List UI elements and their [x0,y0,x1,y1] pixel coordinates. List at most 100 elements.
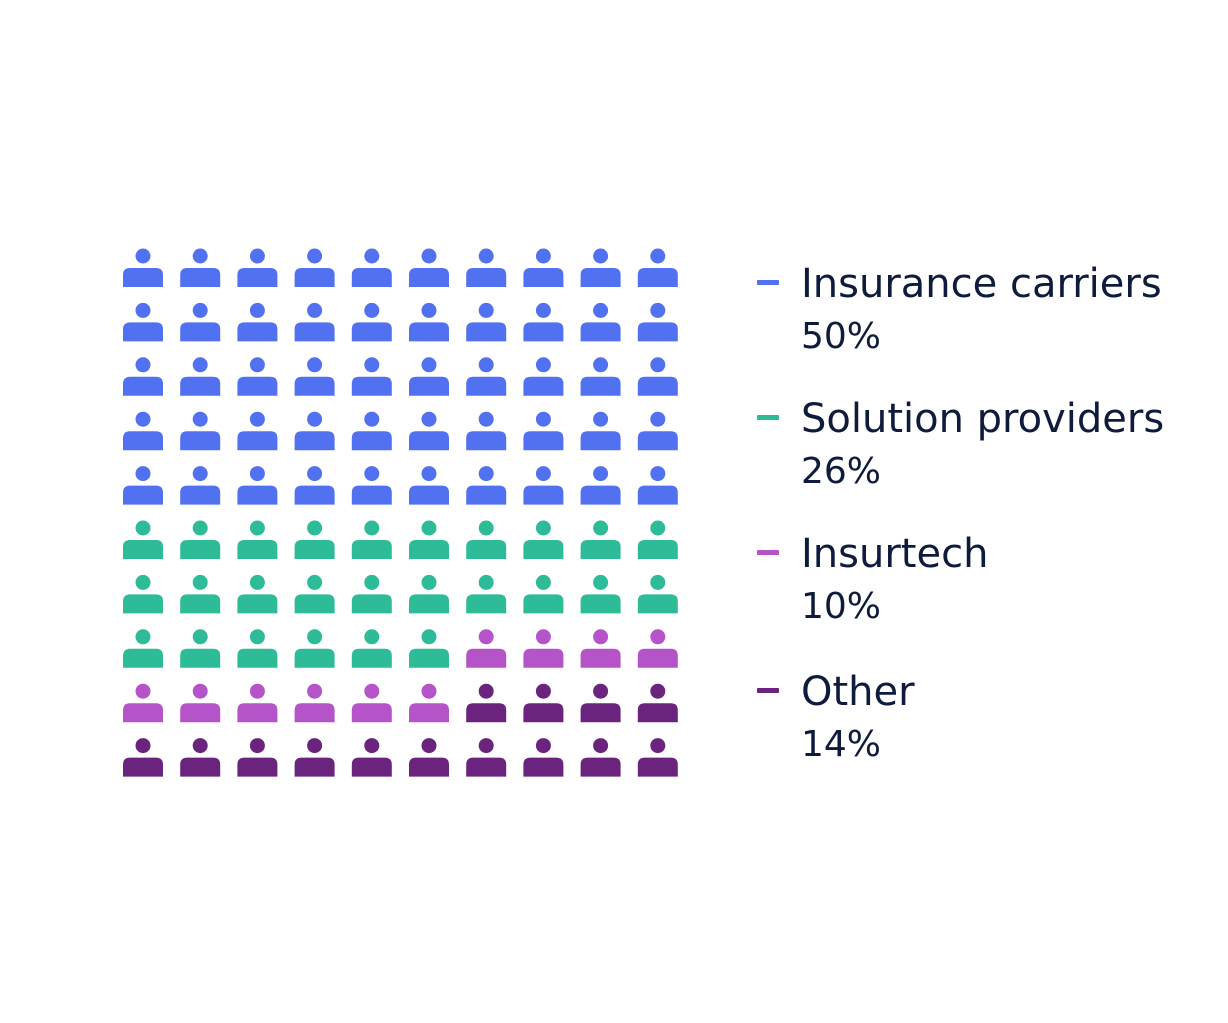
person-icon [237,357,278,396]
person-head [593,302,609,318]
person-icon [351,302,392,342]
person-body [237,648,278,668]
person-body [409,322,449,342]
legend: Insurance carriers 50% Solution providers 2… [757,258,1217,801]
person-head [478,629,494,645]
person-icon [180,683,221,723]
person-head [535,520,551,536]
person-icon [409,574,449,614]
person-icon [466,520,507,559]
person-body [123,703,163,723]
person-head [593,738,609,754]
person-body [580,648,621,668]
person-body [237,757,278,777]
person-head [535,248,551,264]
person-head [192,520,208,536]
person-body [351,376,392,396]
person-head [249,629,265,645]
person-head [307,302,323,318]
person-icon [351,357,392,396]
person-head [478,411,494,427]
person-body [409,376,449,396]
person-head [192,302,208,318]
person-head [478,357,494,373]
person-body [351,648,392,668]
person-icon [294,683,335,723]
person-icon [180,466,221,505]
person-icon [351,248,392,287]
person-icon [180,411,221,451]
person-icon [180,357,221,396]
person-body [466,757,507,777]
person-head [364,629,380,645]
person-icon [523,357,564,396]
person-icon [580,574,621,614]
person-icon [580,466,621,505]
person-icon [294,302,335,342]
person-head [249,357,265,373]
person-icon [409,738,449,777]
person-icon [580,357,621,396]
person-head [307,411,323,427]
legend-value: 50% [801,316,882,357]
person-icon [294,357,335,396]
person-icon [409,520,449,559]
person-icon [351,520,392,559]
person-icon [180,302,221,342]
person-icon [523,520,564,559]
person-icon [409,357,449,396]
person-head [650,466,666,482]
person-head [421,466,437,482]
person-head [307,248,323,264]
person-head [364,411,380,427]
person-head [307,466,323,482]
person-head [135,357,151,373]
person-head [249,466,265,482]
person-body [237,540,278,559]
person-icon [237,520,278,559]
person-icon [409,683,449,723]
person-icon [637,520,678,559]
person-head [593,629,609,645]
person-head [421,574,437,590]
person-head [421,411,437,427]
person-body [123,431,163,451]
person-body [351,540,392,559]
person-icon [637,738,678,777]
person-head [249,574,265,590]
person-icon [351,574,392,614]
icon-grid [123,248,678,777]
person-icon [637,466,678,505]
person-head [478,248,494,264]
person-icon [294,520,335,559]
person-head [593,574,609,590]
person-head [249,411,265,427]
person-icon [523,738,564,777]
legend-value: 14% [801,724,882,765]
person-head [364,302,380,318]
person-icon [294,574,335,614]
person-head [650,683,666,699]
person-body [123,268,163,287]
person-icon [523,683,564,723]
person-icon [466,302,507,342]
person-head [249,738,265,754]
person-head [593,248,609,264]
person-head [478,738,494,754]
person-head [307,629,323,645]
person-body [580,376,621,396]
person-head [421,738,437,754]
person-icon [637,357,678,396]
person-body [237,376,278,396]
person-head [478,683,494,699]
person-body [409,540,449,559]
legend-value: 26% [801,451,882,492]
legend-item: Insurtech 10% [757,528,1217,666]
person-icon [237,466,278,505]
person-head [135,683,151,699]
person-body [466,322,507,342]
person-head [192,683,208,699]
person-head [650,411,666,427]
person-head [135,411,151,427]
person-body [123,540,163,559]
